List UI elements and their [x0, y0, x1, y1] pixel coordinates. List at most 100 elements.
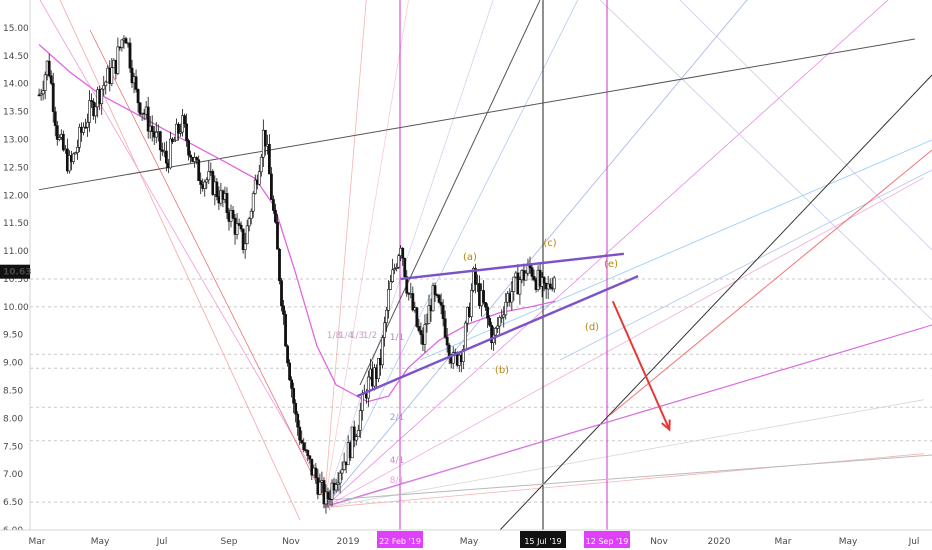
candle-body: [389, 281, 392, 290]
candle-body: [243, 243, 247, 250]
x-flag-box-0: [377, 531, 423, 548]
y-tick-label: 7.00: [3, 470, 23, 480]
candle: [340, 461, 344, 481]
candle: [439, 293, 443, 315]
candle: [548, 278, 552, 290]
candle-body: [215, 181, 219, 197]
candle-body: [116, 46, 120, 74]
candle: [257, 164, 261, 186]
candle: [197, 155, 201, 181]
y-tick-label: 6.50: [3, 498, 23, 508]
x-tick-label: Jul: [156, 537, 168, 547]
candle-body: [257, 171, 261, 185]
candle-body: [280, 280, 283, 307]
gann-ratio-label-7: 8/1: [390, 476, 404, 486]
candle: [189, 150, 193, 163]
candle: [482, 280, 485, 305]
candle: [401, 247, 405, 266]
candle-body: [391, 269, 395, 283]
candle-body: [78, 126, 81, 148]
candle: [146, 96, 150, 139]
candle-body: [318, 481, 322, 495]
candle-body: [441, 304, 445, 320]
candle: [280, 277, 283, 312]
candle: [366, 370, 370, 407]
candle: [443, 310, 447, 339]
candle: [290, 376, 294, 398]
candle: [272, 195, 275, 214]
gann-ray-6: [323, 177, 925, 509]
candle: [302, 438, 306, 453]
candle: [247, 216, 251, 232]
candle: [82, 122, 85, 136]
side-ray-1: [679, 0, 932, 251]
gann-ray-3: [323, 0, 579, 508]
candle: [488, 314, 491, 327]
candle: [502, 306, 506, 328]
candle: [78, 123, 81, 153]
candle: [231, 206, 235, 220]
x-tick-label: Sep: [221, 537, 238, 547]
wave-label-0: (a): [463, 252, 477, 263]
candle-body: [437, 295, 441, 303]
descending-ray-0: [39, 0, 331, 501]
candle-body: [245, 225, 249, 245]
triangle-upper-line: [400, 252, 625, 281]
candle: [235, 213, 239, 240]
candle-body: [267, 144, 271, 175]
candle-body: [61, 133, 65, 151]
candle: [417, 319, 421, 333]
candle-body: [270, 173, 273, 200]
y-tick-label: 8.00: [3, 414, 23, 424]
projection-arrow-shaft: [611, 300, 671, 430]
candle: [391, 258, 395, 283]
candle: [433, 282, 437, 303]
candle-body: [41, 90, 45, 95]
candle: [298, 420, 302, 445]
candle: [310, 458, 314, 481]
candle-body: [518, 279, 522, 295]
candle-body: [358, 410, 362, 431]
candle-body: [253, 179, 257, 194]
candle: [294, 399, 298, 423]
candle: [130, 59, 134, 88]
candle-body: [490, 324, 494, 343]
triangle-layer: [356, 252, 671, 432]
gann-ray-0: [323, 0, 367, 508]
y-tick-label: 8.50: [3, 387, 23, 397]
candle: [451, 346, 455, 369]
candle-body: [306, 450, 310, 457]
candle-body: [474, 268, 477, 285]
candle-body: [548, 283, 552, 288]
y-tick-label: 9.50: [3, 331, 23, 341]
candle: [300, 430, 304, 445]
candle: [136, 88, 140, 113]
candle: [463, 320, 467, 352]
candle-body: [356, 430, 360, 437]
gann-ratio-label-0: 1/8: [327, 331, 342, 341]
candle: [342, 452, 346, 471]
gann-ray-1: [323, 0, 409, 508]
candle-body: [431, 285, 435, 312]
candle-body: [90, 100, 94, 103]
candle-body: [470, 290, 473, 317]
candle: [205, 177, 209, 190]
candle: [241, 228, 245, 254]
y-tick-label: 13.50: [3, 108, 29, 118]
candle: [296, 411, 300, 436]
candle: [530, 264, 534, 281]
candle-body: [552, 277, 556, 290]
candle-body: [494, 328, 498, 336]
candle: [470, 283, 473, 322]
candle-body: [259, 156, 263, 173]
candle: [187, 138, 190, 161]
last-price-tag: [0, 264, 30, 279]
candle-body: [500, 316, 504, 319]
candle-body: [286, 345, 289, 364]
candle-body: [524, 272, 528, 281]
candle-body: [88, 100, 91, 123]
candle: [177, 122, 180, 141]
candle: [387, 280, 390, 319]
candle: [542, 276, 546, 292]
